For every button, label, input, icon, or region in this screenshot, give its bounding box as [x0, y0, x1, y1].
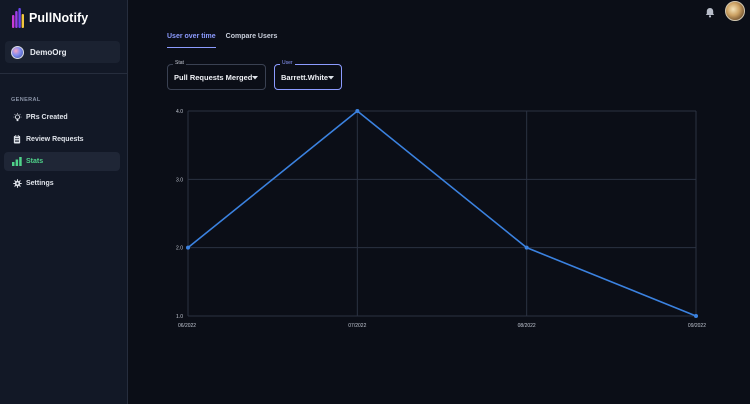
org-avatar: [11, 45, 24, 59]
app-name: PullNotify: [29, 11, 89, 25]
bar-chart-icon: [12, 157, 22, 167]
sidebar-divider: [0, 73, 127, 74]
y-axis: 1.0 2.0 3.0 4.0: [176, 109, 183, 320]
user-select-label: User: [280, 60, 295, 66]
sidebar: PullNotify DemoOrg GENERAL PRs Created R…: [0, 0, 128, 404]
x-tick-label: 08/2022: [518, 323, 536, 329]
y-tick-label: 4.0: [176, 109, 183, 115]
data-point[interactable]: [694, 314, 698, 318]
gear-icon: [12, 179, 22, 189]
sidebar-item-label: PRs Created: [26, 114, 68, 121]
x-tick-label: 07/2022: [348, 323, 366, 329]
lightbulb-icon: [12, 113, 22, 123]
sidebar-item-label: Settings: [26, 180, 54, 187]
stat-select-label: Stat: [173, 60, 186, 66]
sidebar-item-stats[interactable]: Stats: [4, 152, 120, 171]
y-tick-label: 1.0: [176, 314, 183, 320]
tab-compare-users[interactable]: Compare Users: [225, 33, 278, 40]
y-tick-label: 2.0: [176, 246, 183, 252]
x-axis: 06/2022 07/2022 08/2022 09/2022: [178, 323, 706, 329]
notifications-bell-icon[interactable]: [705, 5, 715, 23]
user-select-value: Barrett.White: [281, 72, 329, 82]
tab-user-over-time[interactable]: User over time: [167, 33, 216, 48]
brand[interactable]: PullNotify: [12, 8, 88, 28]
org-switcher[interactable]: DemoOrg: [5, 41, 120, 63]
org-name: DemoOrg: [30, 47, 67, 57]
clipboard-icon: [12, 135, 22, 145]
sidebar-item-label: Review Requests: [26, 136, 84, 143]
chevron-down-icon: [252, 76, 258, 80]
sidebar-section-label: GENERAL: [11, 97, 41, 103]
data-point[interactable]: [355, 109, 360, 113]
sidebar-item-settings[interactable]: Settings: [4, 174, 120, 193]
series-line: [187, 109, 697, 317]
x-tick-label: 06/2022: [178, 323, 196, 329]
data-point[interactable]: [186, 245, 190, 250]
sidebar-item-prs-created[interactable]: PRs Created: [4, 108, 120, 127]
stat-select[interactable]: Stat Pull Requests Merged: [167, 60, 266, 90]
data-points: [186, 109, 698, 318]
x-tick-label: 09/2022: [688, 323, 706, 329]
stats-tabs: User over time Compare Users: [167, 33, 287, 48]
sidebar-item-label: Stats: [26, 158, 44, 165]
user-select[interactable]: User Barrett.White: [274, 60, 342, 90]
pullnotify-logo-icon: [12, 8, 24, 28]
stat-select-value: Pull Requests Merged: [174, 72, 253, 82]
user-avatar[interactable]: [725, 1, 745, 21]
chevron-down-icon: [328, 76, 334, 80]
data-point[interactable]: [524, 245, 529, 250]
sidebar-item-review-requests[interactable]: Review Requests: [4, 130, 120, 149]
y-tick-label: 3.0: [176, 177, 183, 183]
